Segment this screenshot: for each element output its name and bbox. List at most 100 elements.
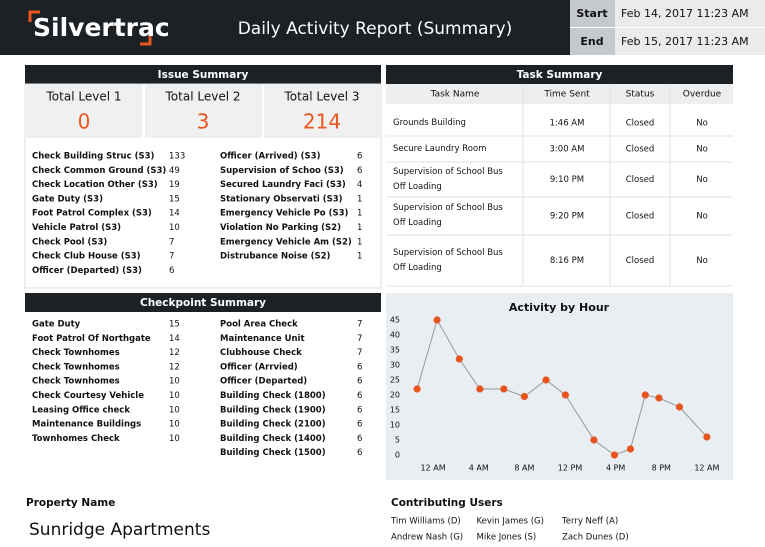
column-header: Time Sent <box>543 90 590 100</box>
user-name: Zach Dunes (D) <box>562 533 629 543</box>
item-count: 10 <box>169 434 180 444</box>
user-name: Mike Jones (S) <box>477 533 537 543</box>
total-cell <box>264 85 381 138</box>
section-bar <box>25 65 381 84</box>
point <box>520 392 528 401</box>
column-header: Status <box>626 90 655 100</box>
point <box>675 403 684 411</box>
header-row <box>386 84 733 104</box>
task-name-box: Supervision of School Bus Off Loading <box>393 167 503 192</box>
x-tick-label: 8 PM <box>652 464 671 473</box>
total-label: Total Level 1 <box>46 90 122 104</box>
column-header: Overdue <box>683 90 722 100</box>
panel <box>24 83 382 289</box>
item-count: 1 <box>357 223 362 233</box>
total-value: 214 <box>303 110 341 134</box>
task-name: Supervision of School Bus Off Loading <box>393 247 503 273</box>
date-value: Feb 14, 2017 11:23 AM <box>621 7 749 20</box>
item-name: Distrubance Noise (S2) <box>220 252 331 262</box>
user-name: Terry Neff (A) <box>561 517 618 527</box>
point <box>641 391 649 399</box>
item-name: Leasing Office check <box>32 405 130 415</box>
item-count: 6 <box>357 405 362 415</box>
point <box>476 385 484 393</box>
item-count: 7 <box>169 252 174 262</box>
y-tick-label: 40 <box>390 331 400 340</box>
item-name: Officer (Departed) <box>220 377 307 387</box>
item-name: Maintenance Unit <box>220 334 305 344</box>
item-count: 4 <box>357 180 362 190</box>
section-title: Issue Summary <box>158 69 249 81</box>
item-name: Officer (Arrvied) <box>220 362 298 372</box>
date-label-cell <box>570 0 615 27</box>
item-count: 133 <box>169 152 185 162</box>
section-title: Checkpoint Summary <box>140 297 266 309</box>
y-tick-label: 15 <box>390 406 400 415</box>
x-tick-label: 8 AM <box>514 464 534 473</box>
point <box>433 316 441 324</box>
header-bar <box>0 0 570 55</box>
task-name: Supervision of School Bus Off Loading <box>393 203 503 228</box>
x-tick-label: 12 PM <box>558 464 583 473</box>
item-count: 6 <box>357 434 362 444</box>
item-count: 6 <box>357 377 362 387</box>
task-cell: 1:46 AM <box>550 119 585 129</box>
section-bar <box>25 293 381 312</box>
x-tick-label: 4 AM <box>469 464 489 473</box>
item-name: Stationary Observati (S3) <box>220 194 343 204</box>
item-name: Check Building Struc (S3) <box>32 152 155 162</box>
y-tick-label: 20 <box>390 391 400 400</box>
task-cell: No <box>696 256 708 266</box>
item-name: Building Check (1500) <box>220 448 326 458</box>
date-value-cell <box>615 0 765 27</box>
total-label: Total Level 3 <box>284 90 360 104</box>
date-label: Start <box>576 7 607 20</box>
point <box>561 391 570 399</box>
item-count: 6 <box>169 266 174 276</box>
chart-title: Activity by Hour <box>509 301 610 314</box>
task-cell: 9:10 PM <box>550 175 584 185</box>
x-tick-label: 12 AM <box>694 464 719 473</box>
task-name: Grounds Building <box>393 117 466 128</box>
section-bar <box>386 65 733 84</box>
item-count: 49 <box>169 166 180 176</box>
item-name: Maintenance Buildings <box>32 420 141 430</box>
task-cell: 9:20 PM <box>550 212 584 222</box>
point <box>610 451 619 459</box>
total-cell <box>145 85 262 138</box>
y-tick-label: 0 <box>395 451 400 460</box>
item-name: Building Check (1900) <box>220 405 326 415</box>
item-name: Emergency Vehicle Po (S3) <box>220 209 349 219</box>
point <box>455 355 463 363</box>
logo: Silvertrac <box>33 13 170 42</box>
item-count: 10 <box>169 420 180 430</box>
item-name: Foot Patrol Of Northgate <box>32 334 151 344</box>
item-name: Building Check (1800) <box>220 391 326 401</box>
item-count: 10 <box>169 391 180 401</box>
task-name-box: Grounds Building <box>393 117 466 128</box>
item-name: Foot Patrol Complex (S3) <box>32 209 152 219</box>
task-cell: Closed <box>626 145 655 155</box>
y-tick-label: 30 <box>390 361 400 370</box>
item-count: 14 <box>169 334 180 344</box>
task-cell: Closed <box>626 256 655 266</box>
item-count: 14 <box>169 209 180 219</box>
item-count: 6 <box>357 362 362 372</box>
item-count: 15 <box>169 320 180 330</box>
item-name: Clubhouse Check <box>220 348 302 358</box>
item-name: Check Common Ground (S3) <box>32 166 166 176</box>
item-name: Building Check (1400) <box>220 434 326 444</box>
item-count: 6 <box>357 391 362 401</box>
item-count: 10 <box>169 405 180 415</box>
item-name: Check Location Other (S3) <box>32 180 158 190</box>
item-count: 1 <box>357 237 362 247</box>
task-cell: Closed <box>626 212 655 222</box>
item-name: Supervision of Schoo (S3) <box>220 166 344 176</box>
item-count: 7 <box>357 334 362 344</box>
item-name: Pool Area Check <box>220 320 298 330</box>
total-value: 0 <box>78 110 91 134</box>
item-count: 1 <box>357 194 362 204</box>
total-value: 3 <box>197 110 210 134</box>
